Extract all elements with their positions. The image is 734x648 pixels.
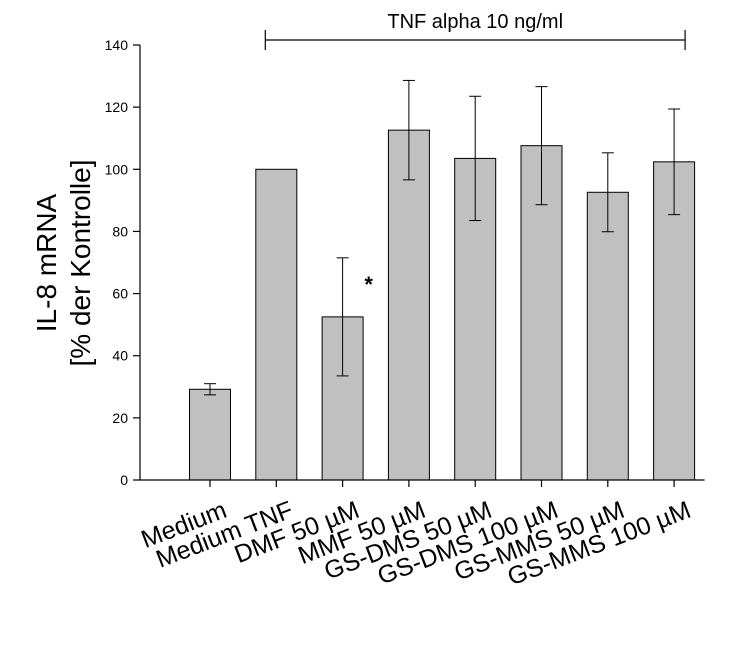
y-tick-label: 80 <box>112 223 128 239</box>
significance-marker: * <box>364 272 373 297</box>
y-axis-label-line1: IL-8 mRNA <box>31 193 62 332</box>
annotations: * <box>364 272 373 297</box>
y-tick-label: 100 <box>105 161 129 177</box>
y-tick-label: 20 <box>112 410 128 426</box>
bar <box>586 191 629 481</box>
error-bars <box>204 79 681 396</box>
y-axis-label-line2: [% der Kontrolle] <box>65 160 96 367</box>
tnf-bracket: TNF alpha 10 ng/ml <box>264 11 686 50</box>
y-tick-label: 60 <box>112 286 128 302</box>
bars <box>189 129 696 481</box>
y-tick-label: 0 <box>120 472 128 488</box>
bar <box>189 388 231 481</box>
bar <box>255 168 298 481</box>
y-tick-label: 120 <box>105 99 129 115</box>
y-axis-label: IL-8 mRNA [% der Kontrolle] <box>31 160 96 367</box>
bracket-label: TNF alpha 10 ng/ml <box>387 11 563 33</box>
y-tick-label: 140 <box>105 37 129 53</box>
y-axis: 0 20 40 60 80 100 120 140 <box>105 37 141 488</box>
bar <box>387 129 430 481</box>
y-tick-label: 40 <box>112 348 128 364</box>
